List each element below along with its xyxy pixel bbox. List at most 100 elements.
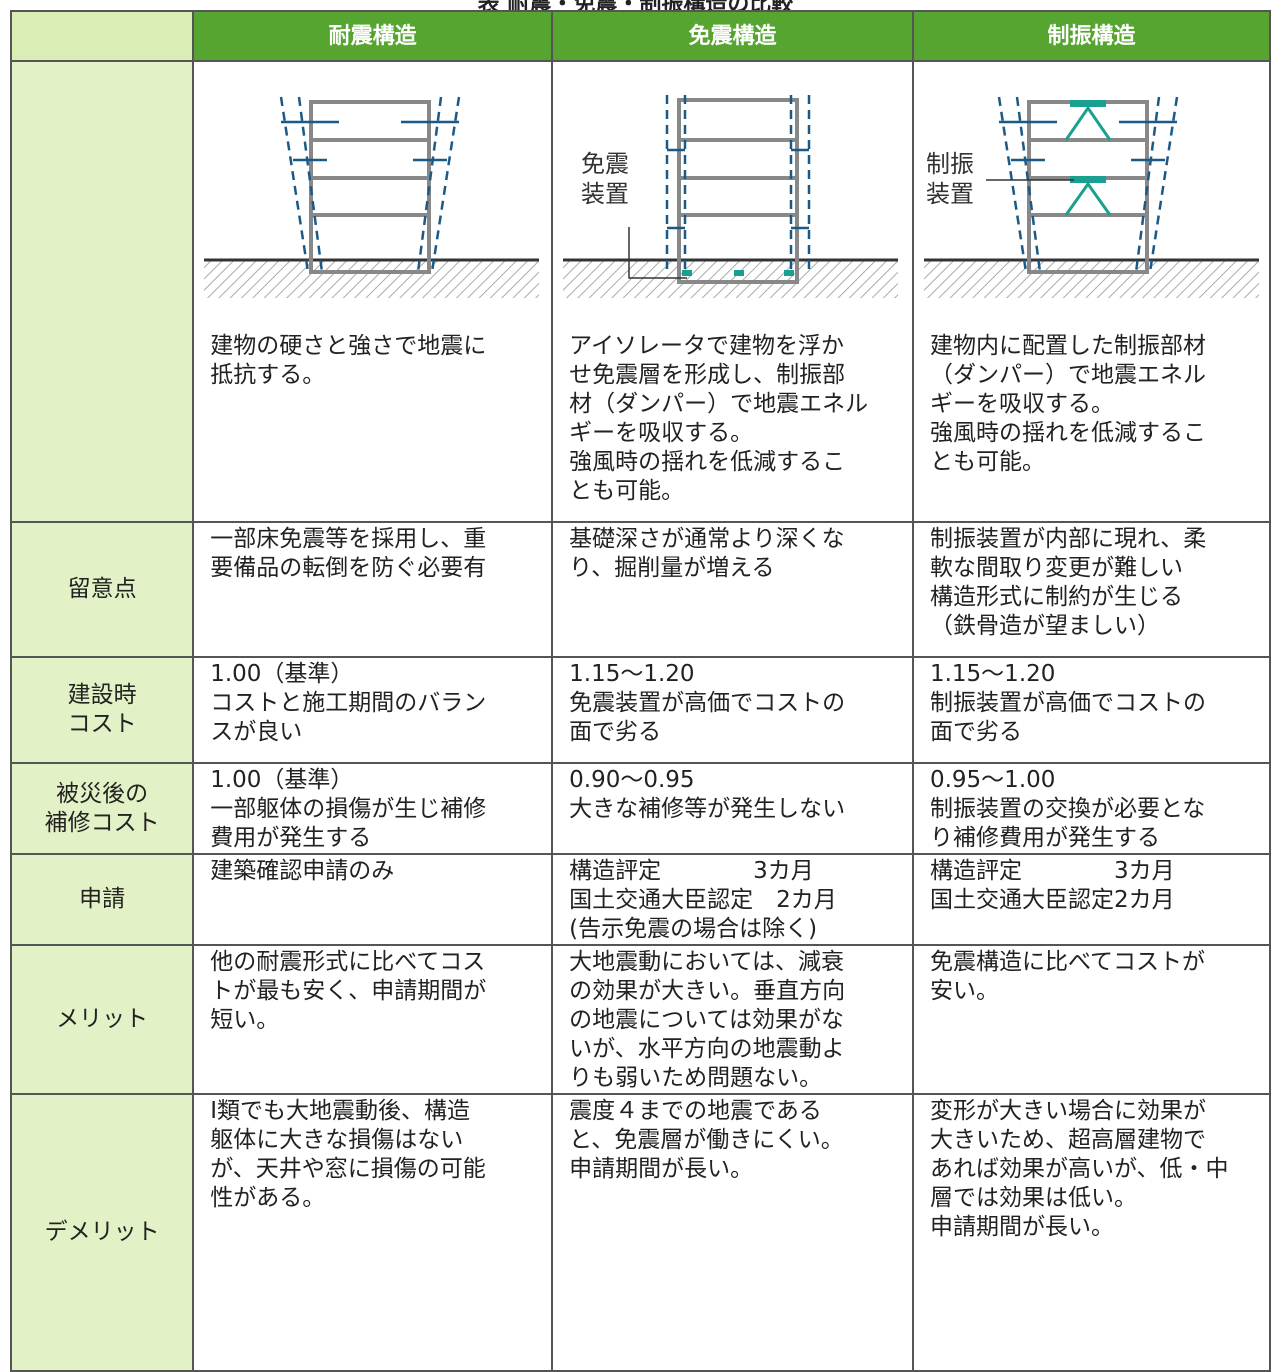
cell: 構造評定 3カ月 国土交通大臣認定2カ月 bbox=[911, 853, 1271, 946]
text-line: ギーを吸収する。 bbox=[929, 391, 1114, 417]
cell-text: 0.90～0.95 大きな補修等が発生しない bbox=[553, 764, 912, 824]
text-line: 面で劣る bbox=[929, 719, 1022, 745]
text-line: 制振装置が高価でコストの bbox=[929, 690, 1206, 716]
text-line: Ⅰ類でも大地震動後、構造 bbox=[210, 1098, 470, 1124]
row-label: 留意点 bbox=[9, 521, 195, 658]
cell: 0.90～0.95 大きな補修等が発生しない bbox=[551, 762, 914, 855]
text-line: 建物内に配置した制振部材 bbox=[929, 333, 1206, 359]
cell: 免震構造に比べてコストが 安い。 bbox=[911, 944, 1271, 1095]
text-line: とも可能。 bbox=[569, 478, 685, 504]
row-label: メリット bbox=[9, 944, 195, 1095]
text-line: り補修費用が発生する bbox=[929, 825, 1160, 851]
text-line: 面で劣る bbox=[569, 719, 662, 745]
text-line: 軟な間取り変更が難しい bbox=[929, 555, 1183, 581]
row: 被災後の 補修コスト 1.00（基準） 一部躯体の損傷が生じ補修 費用が発生する 0.90… bbox=[9, 762, 1271, 855]
cell: Ⅰ類でも大地震動後、構造 躯体に大きな損傷はない が、天井や窓に損傷の可能 性がある。 bbox=[192, 1093, 554, 1372]
text-line: 躯体に大きな損傷はない bbox=[210, 1127, 464, 1153]
leader bbox=[628, 227, 688, 279]
column-header: 免震構造 bbox=[551, 10, 914, 62]
text-line: 構造形式に制約が生じる bbox=[929, 584, 1183, 610]
isolator bbox=[784, 270, 795, 276]
text-line: 大地震動においては、減衰 bbox=[569, 949, 844, 975]
diagram-label: 免震 bbox=[581, 150, 629, 178]
text-line: 費用が発生する bbox=[210, 825, 372, 851]
cell-text: 建築確認申請のみ bbox=[194, 855, 551, 886]
text-line: りも弱いため問題ない。 bbox=[569, 1065, 823, 1091]
cell: 構造評定 3カ月 国土交通大臣認定 2カ月 (告示免震の場合は除く) bbox=[551, 853, 914, 946]
row-label: 建設時 コスト bbox=[9, 656, 195, 764]
cell-text: 制振装置が内部に現れ、柔 軟な間取り変更が難しい 構造形式に制約が生じる （鉄骨造が望… bbox=[914, 523, 1269, 641]
diagram-cell: 免震 装置アイソレータで建物を浮か せ免震層を形成し、制振部 材（ダンパー）で地震エネ… bbox=[551, 60, 914, 523]
text-line: 制振装置の交換が必要とな bbox=[929, 796, 1206, 822]
description: アイソレータで建物を浮か せ免震層を形成し、制振部 材（ダンパー）で地震エネル ギーを… bbox=[553, 330, 912, 506]
cell-text: 1.15～1.20 制振装置が高価でコストの 面で劣る bbox=[914, 658, 1269, 747]
cell-text: Ⅰ類でも大地震動後、構造 躯体に大きな損傷はない が、天井や窓に損傷の可能 性がある。 bbox=[194, 1095, 551, 1213]
damper bbox=[1069, 176, 1106, 183]
text-line: 安い。 bbox=[929, 978, 999, 1004]
cell: 基礎深さが通常より深くな り、掘削量が増える bbox=[551, 521, 914, 658]
cell: 震度４までの地震である と、免震層が働きにくい。 申請期間が長い。 bbox=[551, 1093, 914, 1372]
text-line: 申請期間が長い。 bbox=[929, 1214, 1114, 1240]
text-line: 変形が大きい場合に効果が bbox=[929, 1098, 1206, 1124]
text-line: 材（ダンパー）で地震エネル bbox=[569, 391, 869, 417]
cell: 0.95～1.00 制振装置の交換が必要とな り補修費用が発生する bbox=[911, 762, 1271, 855]
row-label: デメリット bbox=[9, 1093, 195, 1372]
diagram-label: 制振 bbox=[926, 150, 974, 178]
row: メリット 他の耐震形式に比べてコス トが最も安く、申請期間が 短い。 大地震動においては… bbox=[9, 944, 1271, 1095]
cell-text: 免震構造に比べてコストが 安い。 bbox=[914, 946, 1269, 1006]
cell-text: 一部床免震等を採用し、重 要備品の転倒を防ぐ必要有 bbox=[194, 523, 551, 583]
cell-text: 基礎深さが通常より深くな り、掘削量が増える bbox=[553, 523, 912, 583]
cell: 他の耐震形式に比べてコス トが最も安く、申請期間が 短い。 bbox=[192, 944, 554, 1095]
text-line: 制振装置が内部に現れ、柔 bbox=[929, 526, 1207, 552]
diagram: 免震装置 bbox=[563, 95, 899, 298]
text-line: 建設時 bbox=[67, 682, 137, 708]
cell-text: 他の耐震形式に比べてコス トが最も安く、申請期間が 短い。 bbox=[194, 946, 551, 1035]
row: 留意点 一部床免震等を採用し、重 要備品の転倒を防ぐ必要有 基礎深さが通常より深くなり… bbox=[9, 521, 1271, 658]
row-label: 申請 bbox=[9, 853, 195, 946]
cell-text: 構造評定 3カ月 国土交通大臣認定 2カ月 (告示免震の場合は除く) bbox=[553, 855, 912, 944]
ground bbox=[923, 260, 1259, 298]
cell-text: 変形が大きい場合に効果が 大きいため、超高層建物で あれば効果が高いが、低・中 層では… bbox=[914, 1095, 1269, 1242]
cell: 建築確認申請のみ bbox=[192, 853, 554, 946]
text-line: いが、水平方向の地震動よ bbox=[569, 1036, 845, 1062]
cell-text: 1.00（基準） 一部躯体の損傷が生じ補修 費用が発生する bbox=[194, 764, 551, 853]
text-line: デメリット bbox=[44, 1219, 160, 1245]
text-line: 留意点 bbox=[67, 576, 137, 602]
ground bbox=[563, 260, 899, 298]
header-row: 耐震構造 免震構造 制振構造 bbox=[9, 10, 1271, 62]
text-line: 基礎深さが通常より深くな bbox=[569, 526, 845, 552]
cell-text: 1.00（基準） コストと施工期間のバラン スが良い bbox=[194, 658, 551, 747]
text-line: スが良い bbox=[210, 719, 303, 745]
ground bbox=[204, 260, 540, 298]
isolator bbox=[734, 270, 745, 276]
text-line: 1.15～1.20 bbox=[569, 661, 695, 687]
text-line: が、天井や窓に損傷の可能 bbox=[210, 1156, 486, 1182]
table-body: 耐震構造 免震構造 制振構造 建物の硬さと強さで地震に 抵抗する。 免震 装置 アイソレータで… bbox=[9, 10, 1271, 1372]
text-line: 他の耐震形式に比べてコス bbox=[210, 949, 486, 975]
text-line: あれば効果が高いが、低・中 bbox=[929, 1156, 1229, 1182]
text-line: 建築確認申請のみ bbox=[210, 858, 395, 884]
cell-text: 1.15～1.20 免震装置が高価でコストの 面で劣る bbox=[553, 658, 912, 747]
cell: 1.15～1.20 免震装置が高価でコストの 面で劣る bbox=[551, 656, 914, 764]
row-label: 被災後の 補修コスト bbox=[9, 762, 195, 855]
text-line: （鉄骨造が望ましい） bbox=[929, 613, 1160, 639]
text-line: 1.15～1.20 bbox=[929, 661, 1056, 687]
description: 建物内に配置した制振部材 （ダンパー）で地震エネル ギーを吸収する。 強風時の揺れを低… bbox=[914, 330, 1269, 477]
row: 建設時 コスト 1.00（基準） コストと施工期間のバラン スが良い 1.15～1.20 免… bbox=[9, 656, 1271, 764]
cell: 大地震動においては、減衰 の効果が大きい。垂直方向 の地震については効果がな いが、水… bbox=[551, 944, 914, 1095]
diagram bbox=[204, 96, 540, 298]
column-header: 制振構造 bbox=[911, 10, 1271, 62]
cell: 1.15～1.20 制振装置が高価でコストの 面で劣る bbox=[911, 656, 1271, 764]
text-line: 要備品の転倒を防ぐ必要有 bbox=[210, 555, 487, 581]
cell-text: 構造評定 3カ月 国土交通大臣認定2カ月 bbox=[914, 855, 1269, 915]
text-line: 被災後の bbox=[56, 780, 149, 807]
text-line: 一部床免震等を採用し、重 bbox=[210, 526, 487, 552]
text-line: の効果が大きい。垂直方向 bbox=[569, 978, 846, 1004]
text-line: 申請期間が長い。 bbox=[569, 1156, 754, 1182]
cell: 1.00（基準） 一部躯体の損傷が生じ補修 費用が発生する bbox=[192, 762, 554, 855]
text-line: 建物の硬さと強さで地震に bbox=[210, 333, 487, 359]
label-cell bbox=[9, 60, 195, 523]
text-line: 免震構造に比べてコストが bbox=[929, 949, 1206, 975]
text-line: 性がある。 bbox=[210, 1185, 326, 1211]
text-line: と、免震層が働きにくい。 bbox=[569, 1127, 844, 1153]
